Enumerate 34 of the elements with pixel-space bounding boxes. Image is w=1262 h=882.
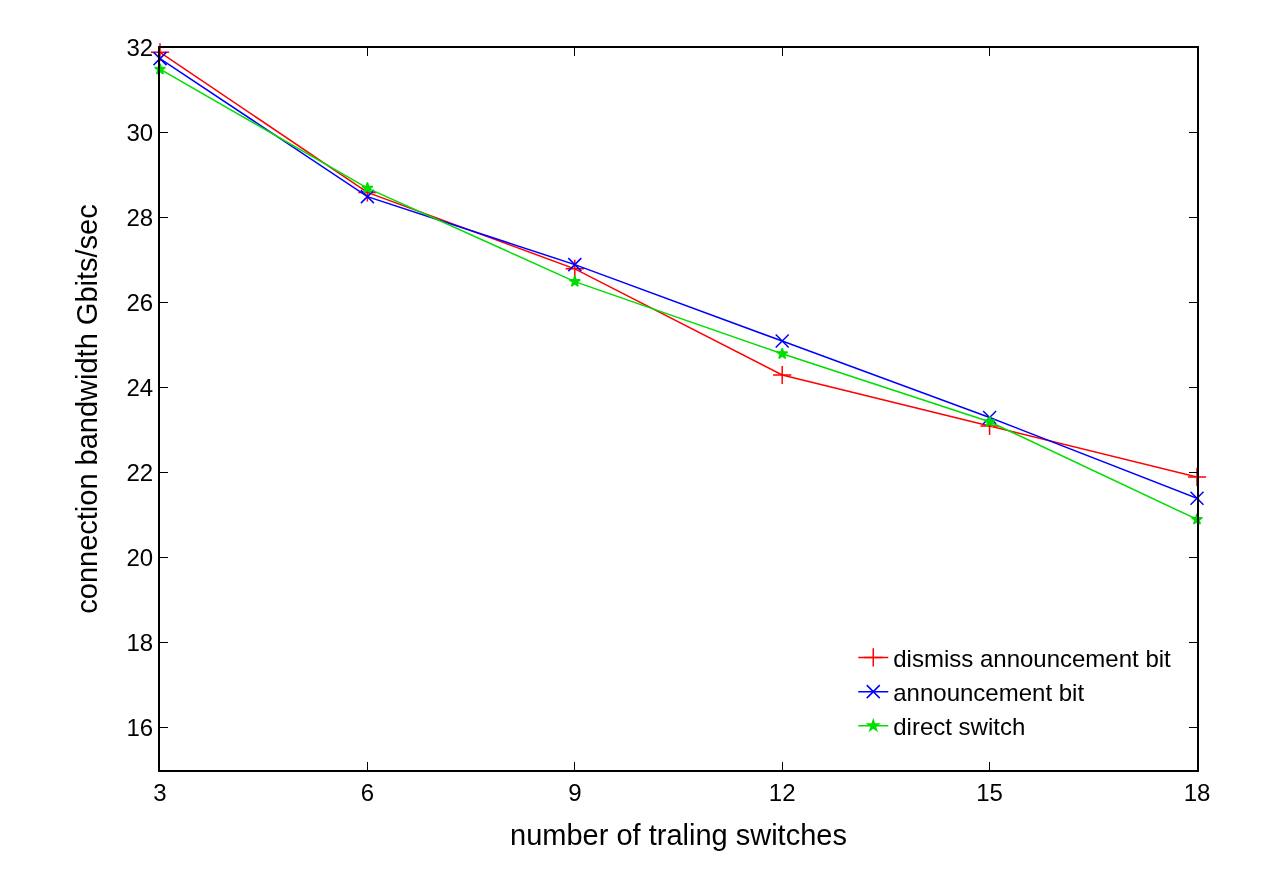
- legend-label: direct switch: [893, 713, 1026, 741]
- x-tick-label: 9: [568, 778, 582, 806]
- legend-label: announcement bit: [893, 679, 1085, 706]
- y-tick-label: 22: [126, 459, 154, 487]
- y-tick-label: 28: [126, 204, 154, 232]
- y-axis-title: connection bandwidth Gbits/sec: [71, 204, 104, 614]
- x-tick-label: 15: [976, 778, 1003, 806]
- point: [774, 333, 790, 349]
- y-tick-label: 32: [126, 34, 154, 62]
- point: [564, 259, 585, 279]
- x-tick-label: 12: [768, 778, 796, 806]
- y-tick-label: 18: [126, 628, 154, 656]
- x-tick-label: 18: [1183, 778, 1211, 806]
- point: [361, 181, 374, 194]
- point: [982, 410, 997, 425]
- y-tick-label: 26: [126, 289, 154, 317]
- x-tick-label: 3: [153, 778, 167, 806]
- point: [150, 42, 170, 63]
- point: [360, 189, 375, 204]
- point: [568, 275, 581, 287]
- point: [1187, 467, 1207, 487]
- point: [772, 365, 793, 385]
- point: [152, 51, 168, 66]
- y-tick-label: 20: [126, 544, 154, 572]
- point: [1189, 490, 1205, 506]
- point: [983, 415, 996, 428]
- y-tick-label: 16: [126, 713, 154, 741]
- y-tick-label: 24: [126, 374, 154, 402]
- point: [567, 257, 583, 272]
- y-tick-label: 30: [126, 119, 154, 147]
- point: [776, 347, 789, 360]
- x-axis-title: number of traling switches: [510, 819, 847, 852]
- x-tick-label: 6: [360, 778, 375, 806]
- legend-label: dismiss announcement bit: [893, 644, 1172, 672]
